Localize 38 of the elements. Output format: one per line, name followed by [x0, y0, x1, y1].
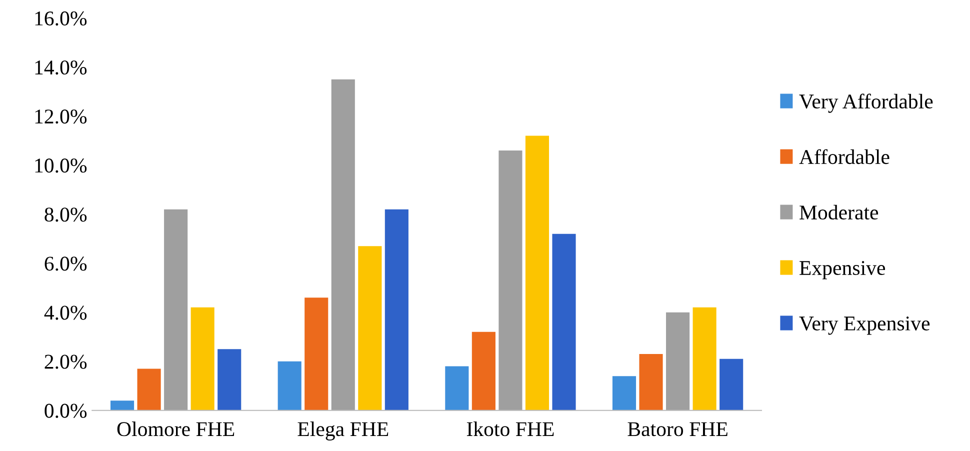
bar: [304, 298, 328, 410]
bar: [720, 358, 744, 410]
bar: [384, 209, 408, 410]
bar: [137, 368, 161, 410]
bar: [525, 136, 550, 410]
x-tick-label: Batoro FHE: [628, 422, 728, 436]
bar: [445, 366, 469, 410]
bar: [218, 349, 242, 410]
bar: [666, 312, 690, 410]
y-tick-label: 0.0%: [44, 404, 87, 418]
bar: [278, 361, 302, 410]
x-tick-label: Elega FHE: [298, 422, 388, 440]
bar: [110, 400, 134, 410]
legend-label: Expensive: [800, 261, 886, 280]
y-tick-label: 6.0%: [44, 256, 87, 271]
legend-label: Moderate: [800, 204, 878, 220]
y-tick-label: 4.0%: [44, 306, 87, 320]
x-tick-label: Olomore FHE: [117, 422, 234, 436]
x-tick-label: Ikoto FHE: [466, 422, 554, 436]
bar: [612, 376, 636, 410]
legend-label: Very Affordable: [799, 94, 933, 113]
bar: [639, 354, 663, 410]
bar: [692, 307, 716, 410]
bar: [472, 332, 496, 410]
bar: [552, 234, 576, 410]
y-tick-label: 14.0%: [35, 60, 87, 75]
y-tick-label: 16.0%: [35, 11, 87, 26]
bar: [498, 150, 522, 410]
y-tick-label: 12.0%: [35, 110, 87, 124]
y-tick-label: 8.0%: [44, 208, 87, 222]
bar: [331, 79, 355, 410]
legend-label: Very Expensive: [799, 316, 930, 335]
legend-label: Affordable: [799, 149, 890, 164]
y-tick-label: 10.0%: [35, 158, 87, 173]
y-tick-label: 2.0%: [44, 354, 87, 369]
bar: [358, 246, 382, 410]
bar: [190, 307, 214, 410]
bar: [164, 209, 188, 410]
